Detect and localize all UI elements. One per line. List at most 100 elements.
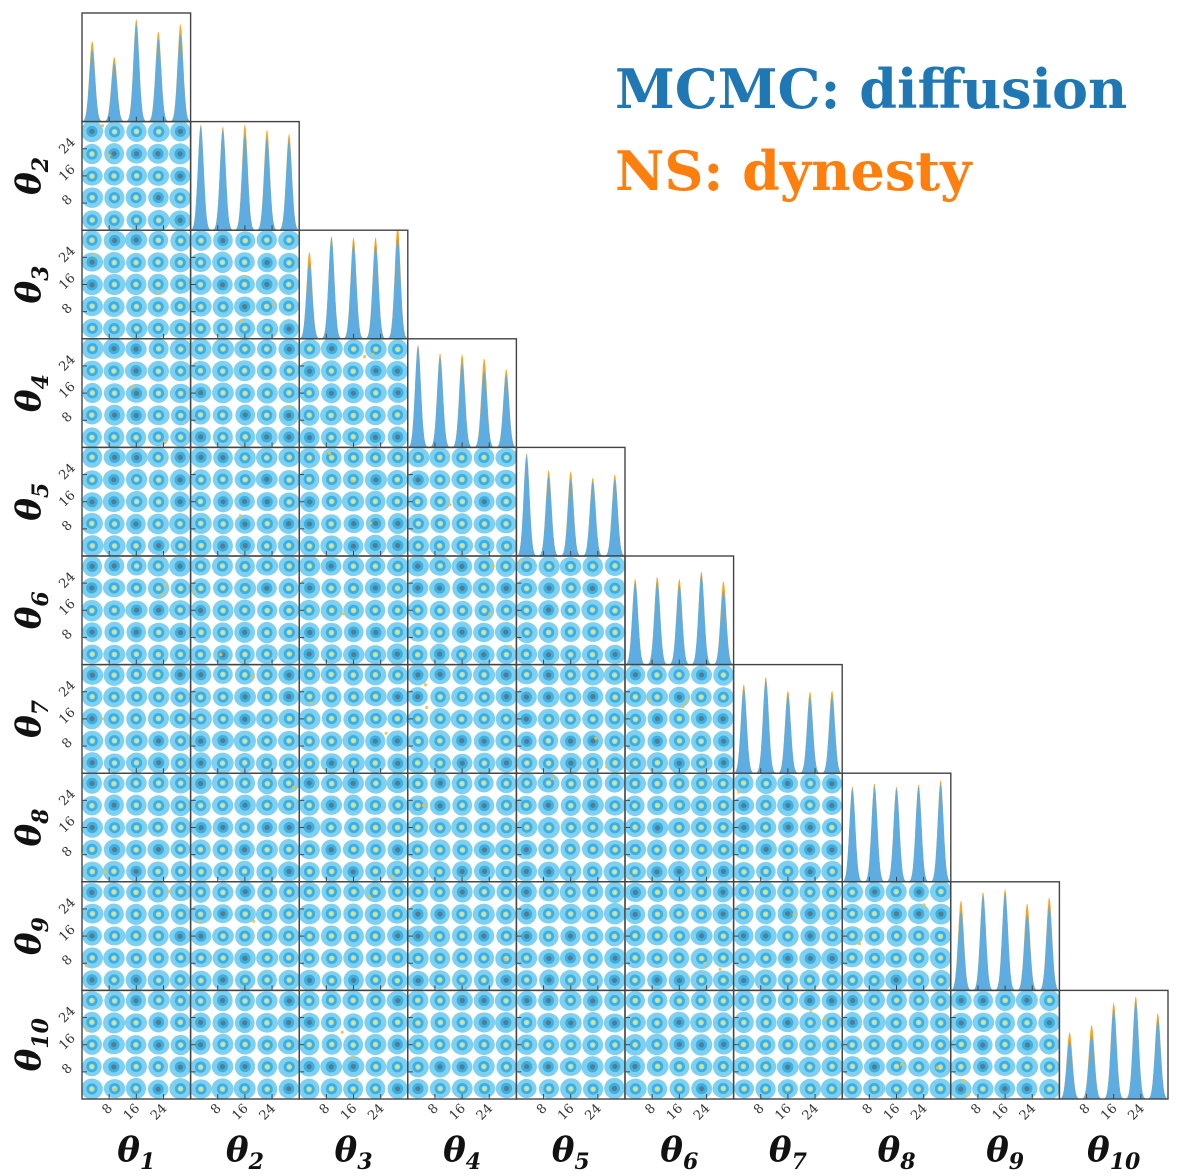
panel-9-4 bbox=[407, 881, 518, 992]
contours-2-1 bbox=[82, 121, 191, 231]
panel-3-2 bbox=[189, 229, 300, 340]
panel-8-3 bbox=[298, 772, 409, 883]
y-tick-label: 24 bbox=[56, 352, 78, 374]
x-axis-label-1: θ1 bbox=[117, 1130, 155, 1175]
contours-10-7 bbox=[733, 990, 843, 1100]
contours-9-4 bbox=[407, 881, 517, 991]
panel-10-9 bbox=[950, 989, 1061, 1100]
contours-10-5 bbox=[516, 990, 626, 1100]
y-tick-label: 16 bbox=[56, 1031, 78, 1053]
panel-10-3 bbox=[298, 989, 409, 1100]
contours-10-6 bbox=[625, 990, 734, 1100]
panel-9-1 bbox=[81, 881, 192, 992]
contours-7-2 bbox=[190, 664, 300, 774]
x-axis-label-4: θ4 bbox=[443, 1130, 481, 1175]
panel-9-2 bbox=[189, 881, 300, 992]
contours-7-3 bbox=[299, 664, 408, 774]
panel-4-3 bbox=[298, 338, 409, 449]
contours-10-1 bbox=[82, 990, 191, 1100]
panel-6-4 bbox=[407, 555, 518, 666]
panel-9-6 bbox=[624, 881, 735, 992]
x-tick-label: 24 bbox=[908, 1101, 930, 1123]
panel-7-4 bbox=[407, 663, 518, 774]
mcmc-marginal-10 bbox=[1059, 1001, 1168, 1099]
x-tick-label: 16 bbox=[555, 1101, 577, 1123]
y-tick-label: 8 bbox=[59, 735, 75, 751]
y-tick-label: 24 bbox=[56, 461, 78, 483]
x-tick-label: 24 bbox=[1125, 1101, 1147, 1123]
x-tick-label: 16 bbox=[447, 1101, 469, 1123]
x-tick-label: 24 bbox=[148, 1101, 170, 1123]
contours-10-4 bbox=[407, 990, 517, 1099]
contours-3-1 bbox=[82, 230, 191, 339]
x-tick-label: 16 bbox=[229, 1101, 251, 1123]
panel-10-1 bbox=[81, 989, 192, 1100]
x-tick-label: 8 bbox=[751, 1101, 767, 1117]
y-tick-label: 16 bbox=[56, 162, 78, 184]
panel-8-7 bbox=[732, 772, 843, 883]
panel-10-6 bbox=[624, 989, 735, 1100]
x-axis-label-10: θ10 bbox=[1087, 1130, 1141, 1175]
panel-10-2 bbox=[189, 989, 300, 1100]
panel-1-1 bbox=[81, 12, 192, 123]
contours-4-1 bbox=[82, 338, 191, 448]
y-tick-label: 8 bbox=[59, 192, 75, 208]
contours-8-6 bbox=[625, 773, 734, 882]
y-axis-label-5: θ5 bbox=[9, 483, 54, 521]
x-tick-label: 16 bbox=[121, 1101, 143, 1123]
contours-5-4 bbox=[407, 447, 517, 556]
panel-8-2 bbox=[189, 772, 300, 883]
x-tick-label: 8 bbox=[1077, 1101, 1093, 1117]
contours-6-3 bbox=[299, 556, 408, 665]
x-tick-label: 8 bbox=[860, 1101, 876, 1117]
contours-8-5 bbox=[516, 773, 626, 882]
panel-4-1 bbox=[81, 338, 192, 449]
panel-9-9 bbox=[950, 881, 1061, 992]
contours-8-7 bbox=[733, 773, 843, 882]
panel-6-3 bbox=[298, 555, 409, 666]
panel-6-5 bbox=[515, 555, 626, 666]
y-tick-label: 24 bbox=[56, 570, 78, 592]
mcmc-marginal-4 bbox=[407, 346, 517, 448]
contours-5-1 bbox=[82, 447, 191, 556]
x-tick-label: 8 bbox=[643, 1101, 659, 1117]
contours-7-1 bbox=[82, 664, 191, 774]
panel-5-1 bbox=[81, 446, 192, 557]
contours-10-9 bbox=[950, 990, 1060, 1100]
contours-10-8 bbox=[842, 990, 951, 1100]
panel-6-2 bbox=[189, 555, 300, 666]
x-axis-label-9: θ9 bbox=[986, 1130, 1024, 1175]
mcmc-marginal-3 bbox=[299, 238, 408, 339]
y-tick-label: 8 bbox=[59, 844, 75, 860]
legend: MCMC: diffusion NS: dynesty bbox=[615, 57, 1127, 203]
panel-8-4 bbox=[407, 772, 518, 883]
y-tick-label: 8 bbox=[59, 301, 75, 317]
contours-7-6 bbox=[625, 664, 734, 774]
contours-7-5 bbox=[516, 664, 626, 774]
y-tick-label: 24 bbox=[56, 1004, 78, 1026]
x-axis-label-5: θ5 bbox=[552, 1130, 590, 1175]
panel-7-6 bbox=[624, 663, 735, 774]
panel-9-8 bbox=[841, 881, 952, 992]
y-tick-label: 24 bbox=[56, 895, 78, 917]
panel-8-8 bbox=[841, 772, 952, 883]
panel-8-6 bbox=[624, 772, 735, 883]
x-tick-label: 8 bbox=[208, 1101, 224, 1117]
panels bbox=[81, 12, 1169, 1100]
y-tick-label: 16 bbox=[56, 922, 78, 944]
legend-entry-mcmc: MCMC: diffusion bbox=[615, 57, 1127, 121]
panel-9-3 bbox=[298, 881, 409, 992]
y-tick-label: 24 bbox=[56, 135, 78, 157]
panel-9-7 bbox=[732, 881, 843, 992]
contours-7-4 bbox=[407, 664, 517, 774]
panel-5-5 bbox=[515, 446, 626, 557]
mcmc-marginal-6 bbox=[625, 574, 734, 665]
mcmc-marginal-8 bbox=[842, 784, 951, 882]
contours-6-5 bbox=[516, 556, 626, 665]
y-tick-label: 16 bbox=[56, 271, 78, 293]
y-axis-label-2: θ2 bbox=[9, 157, 54, 195]
y-tick-label: 8 bbox=[59, 953, 75, 969]
x-axis-label-6: θ6 bbox=[660, 1130, 698, 1175]
panel-8-5 bbox=[515, 772, 626, 883]
mcmc-marginal-2 bbox=[190, 126, 300, 231]
